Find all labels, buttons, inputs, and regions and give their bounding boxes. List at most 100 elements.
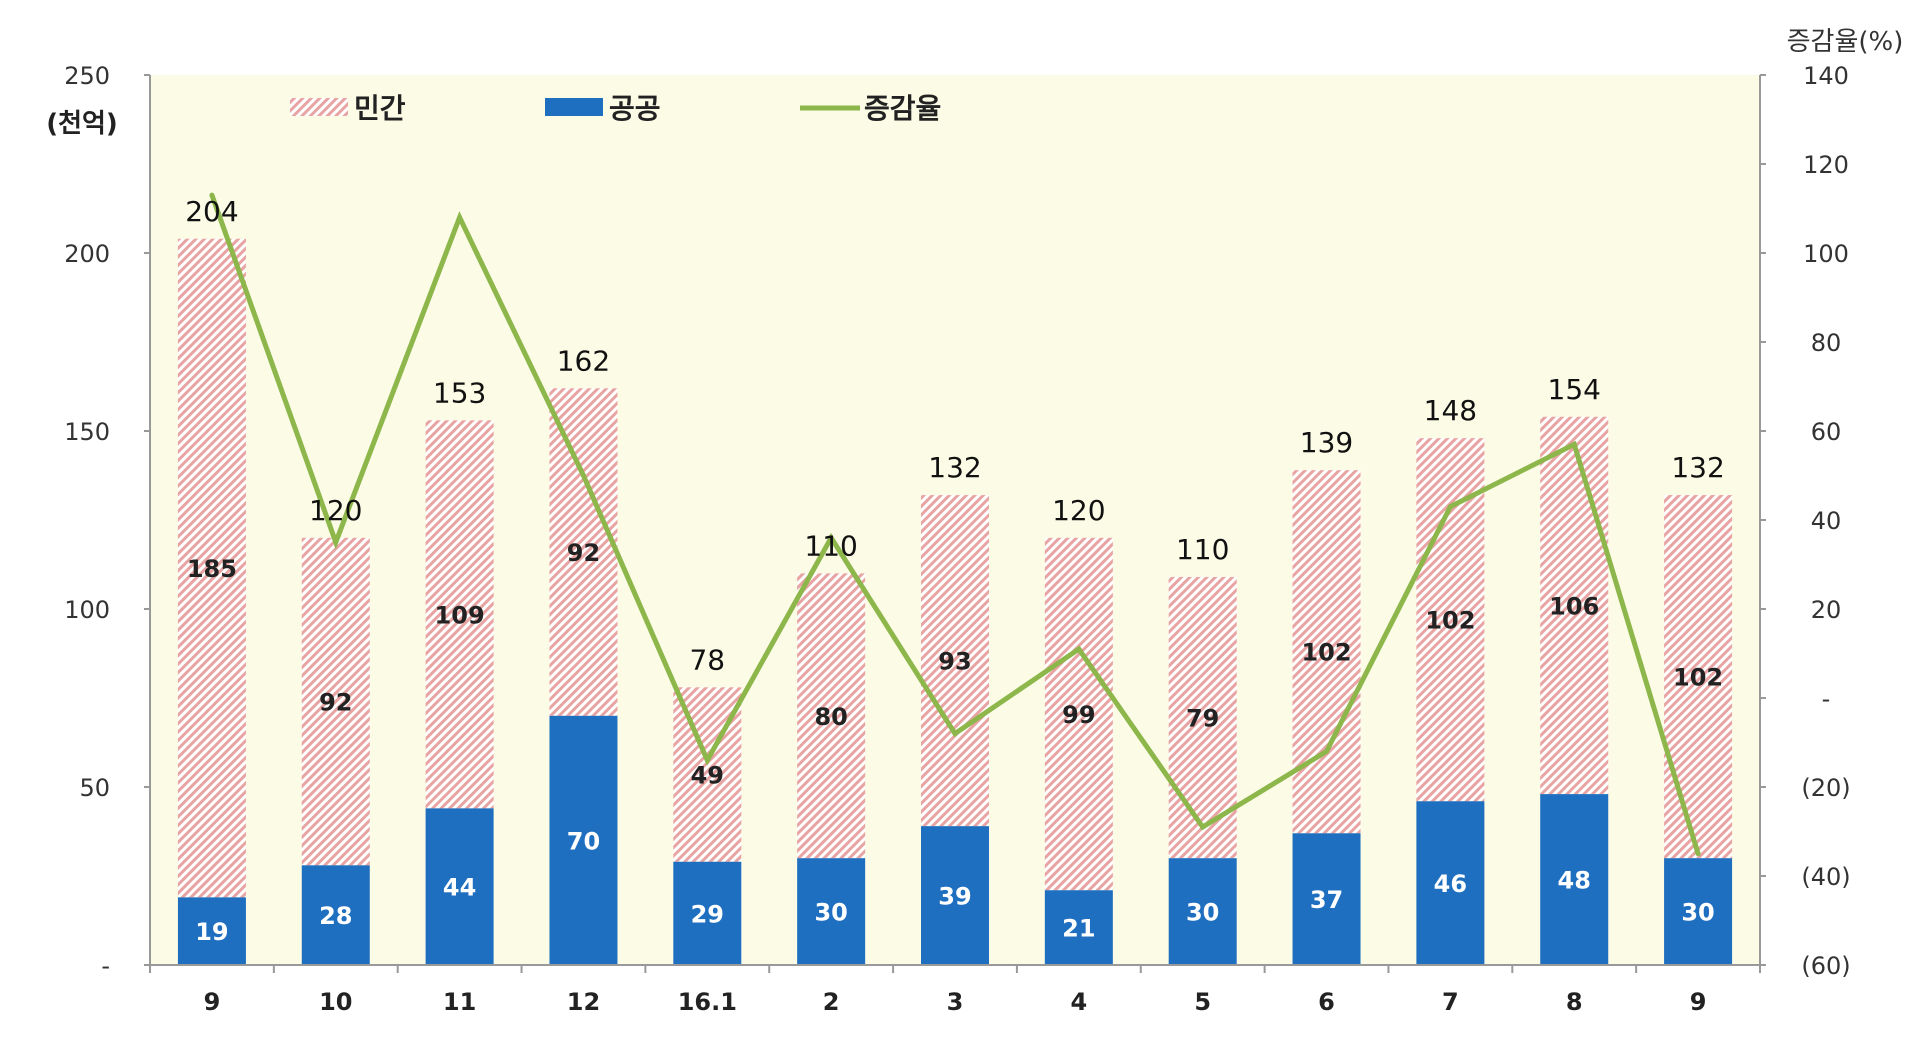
rate-point-6 [952, 731, 958, 737]
category-label-5: 2 [823, 988, 840, 1016]
private-bar-11 [1540, 416, 1609, 795]
total-label-10: 148 [1424, 394, 1477, 427]
category-label-0: 9 [204, 988, 221, 1016]
left-tick-label-4: 200 [64, 240, 110, 268]
category-label-11: 8 [1566, 988, 1583, 1016]
total-label-7: 120 [1052, 494, 1105, 527]
right-tick-label-0: (60) [1801, 952, 1850, 980]
rate-point-0 [209, 192, 215, 198]
right-tick-label-4: 20 [1811, 596, 1842, 624]
right-tick-label-6: 60 [1811, 418, 1842, 446]
labels-layer: 204 185 19 120 92 28 153 109 44 162 92 70 78 49 29 110 8… [185, 195, 1725, 946]
private-label-3: 92 [567, 539, 600, 567]
private-label-0: 185 [187, 555, 237, 583]
public-label-10: 46 [1434, 870, 1467, 898]
public-label-6: 39 [938, 883, 971, 911]
private-label-11: 106 [1549, 592, 1599, 620]
private-bar-1 [301, 537, 370, 866]
rate-point-1 [333, 539, 339, 545]
legend-item-1: 공공 [545, 92, 661, 125]
left-tick-label-1: 50 [79, 774, 110, 802]
legend: 민간 공공 증감율 [290, 92, 941, 125]
private-bar-12 [1664, 495, 1733, 859]
right-tick-label-5: 40 [1811, 507, 1842, 535]
line-layer [209, 192, 1701, 857]
rate-point-7 [1076, 646, 1082, 652]
public-bar-0 [177, 897, 246, 965]
rate-point-2 [457, 214, 463, 220]
right-tick-label-2: (20) [1801, 774, 1850, 802]
public-label-3: 70 [567, 827, 600, 855]
category-label-8: 5 [1194, 988, 1211, 1016]
total-label-11: 154 [1548, 373, 1601, 406]
legend-swatch-private [290, 98, 348, 116]
category-label-4: 16.1 [678, 988, 737, 1016]
public-bar-6 [921, 826, 989, 965]
public-bar-12 [1664, 858, 1733, 965]
category-label-1: 10 [319, 988, 352, 1016]
public-bar-4 [673, 861, 742, 965]
left-axis-unit: (천억) [46, 109, 118, 139]
rate-point-12 [1695, 851, 1701, 857]
public-bar-2 [425, 808, 494, 965]
private-label-1: 92 [319, 689, 352, 717]
public-bar-9 [1292, 833, 1361, 965]
legend-label-1: 공공 [609, 92, 661, 125]
total-label-2: 153 [433, 376, 486, 409]
category-label-6: 3 [947, 988, 964, 1016]
private-label-9: 102 [1301, 639, 1351, 667]
private-label-7: 99 [1062, 701, 1095, 729]
right-tick-label-1: (40) [1801, 863, 1850, 891]
private-label-5: 80 [814, 703, 847, 731]
public-label-8: 30 [1186, 899, 1219, 927]
private-label-2: 109 [435, 601, 485, 629]
private-bar-7 [1044, 537, 1113, 891]
total-label-0: 204 [185, 195, 238, 228]
left-tick-label-2: 100 [64, 596, 110, 624]
category-label-7: 4 [1070, 988, 1087, 1016]
total-label-3: 162 [557, 344, 610, 377]
rate-point-9 [1324, 748, 1330, 754]
private-bar-0 [177, 238, 246, 898]
category-label-3: 12 [567, 988, 600, 1016]
legend-swatch-public [545, 98, 603, 116]
total-label-4: 78 [689, 643, 725, 676]
total-label-1: 120 [309, 494, 362, 527]
rate-point-5 [828, 535, 834, 541]
right-tick-label-3: - [1822, 685, 1831, 713]
public-label-7: 21 [1062, 915, 1095, 943]
rate-point-10 [1447, 504, 1453, 510]
private-bar-9 [1292, 470, 1361, 834]
right-axis-unit: 증감율(%) [1787, 27, 1904, 57]
private-bar-2 [425, 420, 494, 809]
public-bar-3 [549, 715, 618, 965]
rate-point-11 [1571, 441, 1577, 447]
public-bar-10 [1416, 801, 1485, 965]
private-label-10: 102 [1425, 607, 1475, 635]
public-bar-1 [301, 865, 370, 965]
bars-layer [177, 238, 1733, 965]
category-label-10: 7 [1442, 988, 1459, 1016]
left-tick-label-5: 250 [64, 62, 110, 90]
right-tick-label-8: 100 [1803, 240, 1849, 268]
total-label-8: 110 [1176, 533, 1229, 566]
right-tick-label-10: 140 [1803, 62, 1849, 90]
public-bar-5 [797, 858, 866, 965]
public-label-0: 19 [195, 918, 228, 946]
public-bar-8 [1168, 858, 1237, 965]
public-label-11: 48 [1558, 867, 1591, 895]
private-bar-6 [921, 495, 989, 827]
public-label-12: 30 [1681, 899, 1714, 927]
rate-point-3 [580, 473, 586, 478]
public-label-2: 44 [443, 874, 476, 902]
legend-item-0: 민간 [290, 92, 406, 125]
rate-point-8 [1200, 824, 1206, 830]
public-bar-11 [1540, 794, 1609, 965]
public-label-4: 29 [691, 900, 724, 928]
private-label-12: 102 [1673, 664, 1723, 692]
right-tick-label-7: 80 [1811, 329, 1842, 357]
category-label-12: 9 [1690, 988, 1707, 1016]
left-tick-label-0: - [101, 952, 110, 980]
